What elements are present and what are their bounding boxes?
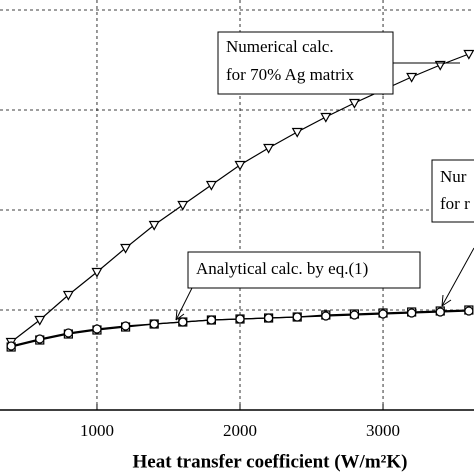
marker (321, 311, 331, 321)
annotation-box (431, 159, 474, 223)
x-axis-label: Heat transfer coefficient (W/m²K) (133, 451, 408, 472)
x-tick-label: 2000 (223, 421, 257, 440)
marker (263, 143, 275, 154)
annotation-text: Numerical calc. (226, 37, 334, 56)
marker (177, 200, 189, 211)
annotation-arrow (441, 247, 474, 307)
marker (62, 290, 74, 301)
marker (348, 98, 360, 109)
marker (464, 306, 474, 316)
x-tick-label: 3000 (366, 421, 400, 440)
marker (292, 312, 302, 322)
marker (406, 72, 418, 83)
marker (120, 243, 132, 254)
marker (349, 310, 360, 320)
marker (178, 317, 188, 327)
annotation-box (187, 251, 421, 289)
marker (34, 315, 46, 326)
annotation-text: for 70% Ag matrix (226, 65, 354, 84)
x-tick-label: 1000 (80, 421, 114, 440)
marker (235, 314, 245, 324)
marker (407, 308, 417, 318)
marker (35, 334, 45, 344)
annotation-box (217, 31, 394, 95)
marker (148, 220, 160, 231)
marker (320, 112, 332, 123)
arrow-head (175, 309, 185, 321)
marker (291, 127, 303, 138)
marker (378, 309, 388, 319)
annotation-arrow (175, 287, 193, 321)
marker (149, 319, 159, 329)
marker (205, 180, 217, 191)
marker (234, 160, 246, 171)
marker (435, 307, 445, 317)
marker (91, 267, 103, 278)
marker (463, 49, 474, 60)
marker (206, 315, 216, 325)
marker (63, 328, 73, 338)
marker (92, 324, 102, 334)
annotation-text: Nur (440, 167, 467, 186)
annotation-text: Analytical calc. by eq.(1) (196, 259, 368, 278)
arrow-head (441, 294, 452, 307)
annotation-text: for r (440, 194, 470, 213)
marker (120, 321, 131, 331)
marker (6, 341, 16, 351)
marker (264, 313, 274, 323)
